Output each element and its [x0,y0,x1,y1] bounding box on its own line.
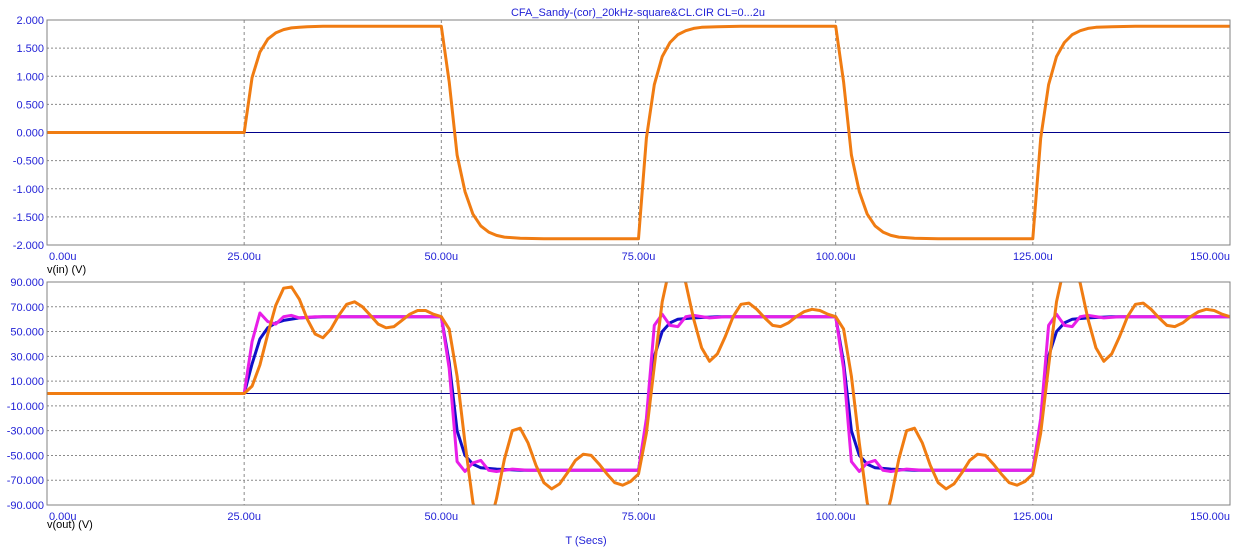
grid-in [47,20,1230,245]
x-tick-label: 125.00u [1013,511,1053,523]
x-tick-label: 125.00u [1013,251,1053,263]
y-tick-label: 50.000 [10,327,44,339]
x-tick-label: 50.00u [425,251,459,263]
x-tick-label: 75.00u [622,511,656,523]
y-tick-label: -1.000 [13,184,44,196]
y-axis-label-in: v(in) (V) [47,264,86,276]
y-tick-label: 1.000 [16,71,44,83]
x-tick-label: 0.00u [49,511,77,523]
y-tick-label: 2.000 [16,15,44,27]
x-tick-label: 100.00u [816,511,856,523]
input-voltage-panel: 2.000 1.500 1.000 0.500 0.000 -0.500 -1.000 -1.… [13,15,1231,276]
y-tick-label: -70.000 [7,475,44,487]
y-tick-label: -30.000 [7,426,44,438]
y-tick-label: 70.000 [10,302,44,314]
x-tick-label: 150.00u [1190,251,1230,263]
y-tick-label: -50.000 [7,450,44,462]
x-ticks-out: 0.00u 25.00u 50.00u 75.00u 100.00u 125.00u 150… [49,511,1230,523]
plot-frame-in [46,19,1231,246]
output-voltage-panel: 90.000 70.000 50.000 30.000 10.000 -10.000 -30… [7,277,1231,531]
x-ticks-in: 0.00u 25.00u 50.00u 75.00u 100.00u 125.00u 150… [49,251,1230,263]
plot-frame-out [46,281,1231,506]
y-tick-label: 30.000 [10,351,44,363]
x-tick-label: 0.00u [49,251,77,263]
x-tick-label: 150.00u [1190,511,1230,523]
traces-out [47,282,1230,505]
y-tick-label: -10.000 [7,401,44,413]
x-tick-label: 100.00u [816,251,856,263]
chart-title: CFA_Sandy-(cor)_20kHz-square&CL.CIR CL=0… [511,7,765,19]
series-trace-2 [47,282,1230,505]
y-tick-label: 90.000 [10,277,44,289]
y-tick-label: 1.500 [16,43,44,55]
y-tick-label: 10.000 [10,376,44,388]
y-tick-label: 0.500 [16,99,44,111]
y-axis-label-out: v(out) (V) [47,519,93,531]
y-tick-label: -0.500 [13,156,44,168]
y-ticks-in: 2.000 1.500 1.000 0.500 0.000 -0.500 -1.000 -1.… [13,15,44,252]
x-tick-label: 25.00u [227,251,261,263]
y-tick-label: -1.500 [13,212,44,224]
y-tick-label: -90.000 [7,500,44,512]
x-tick-label: 75.00u [622,251,656,263]
x-tick-label: 25.00u [227,511,261,523]
traces-in [47,24,1230,241]
y-tick-label: -2.000 [13,240,44,252]
x-axis-label: T (Secs) [565,535,606,547]
y-ticks-out: 90.000 70.000 50.000 30.000 10.000 -10.000 -30… [7,277,44,512]
y-tick-label: 0.000 [16,128,44,140]
x-tick-label: 50.00u [425,511,459,523]
series-trace-0 [47,24,1230,241]
